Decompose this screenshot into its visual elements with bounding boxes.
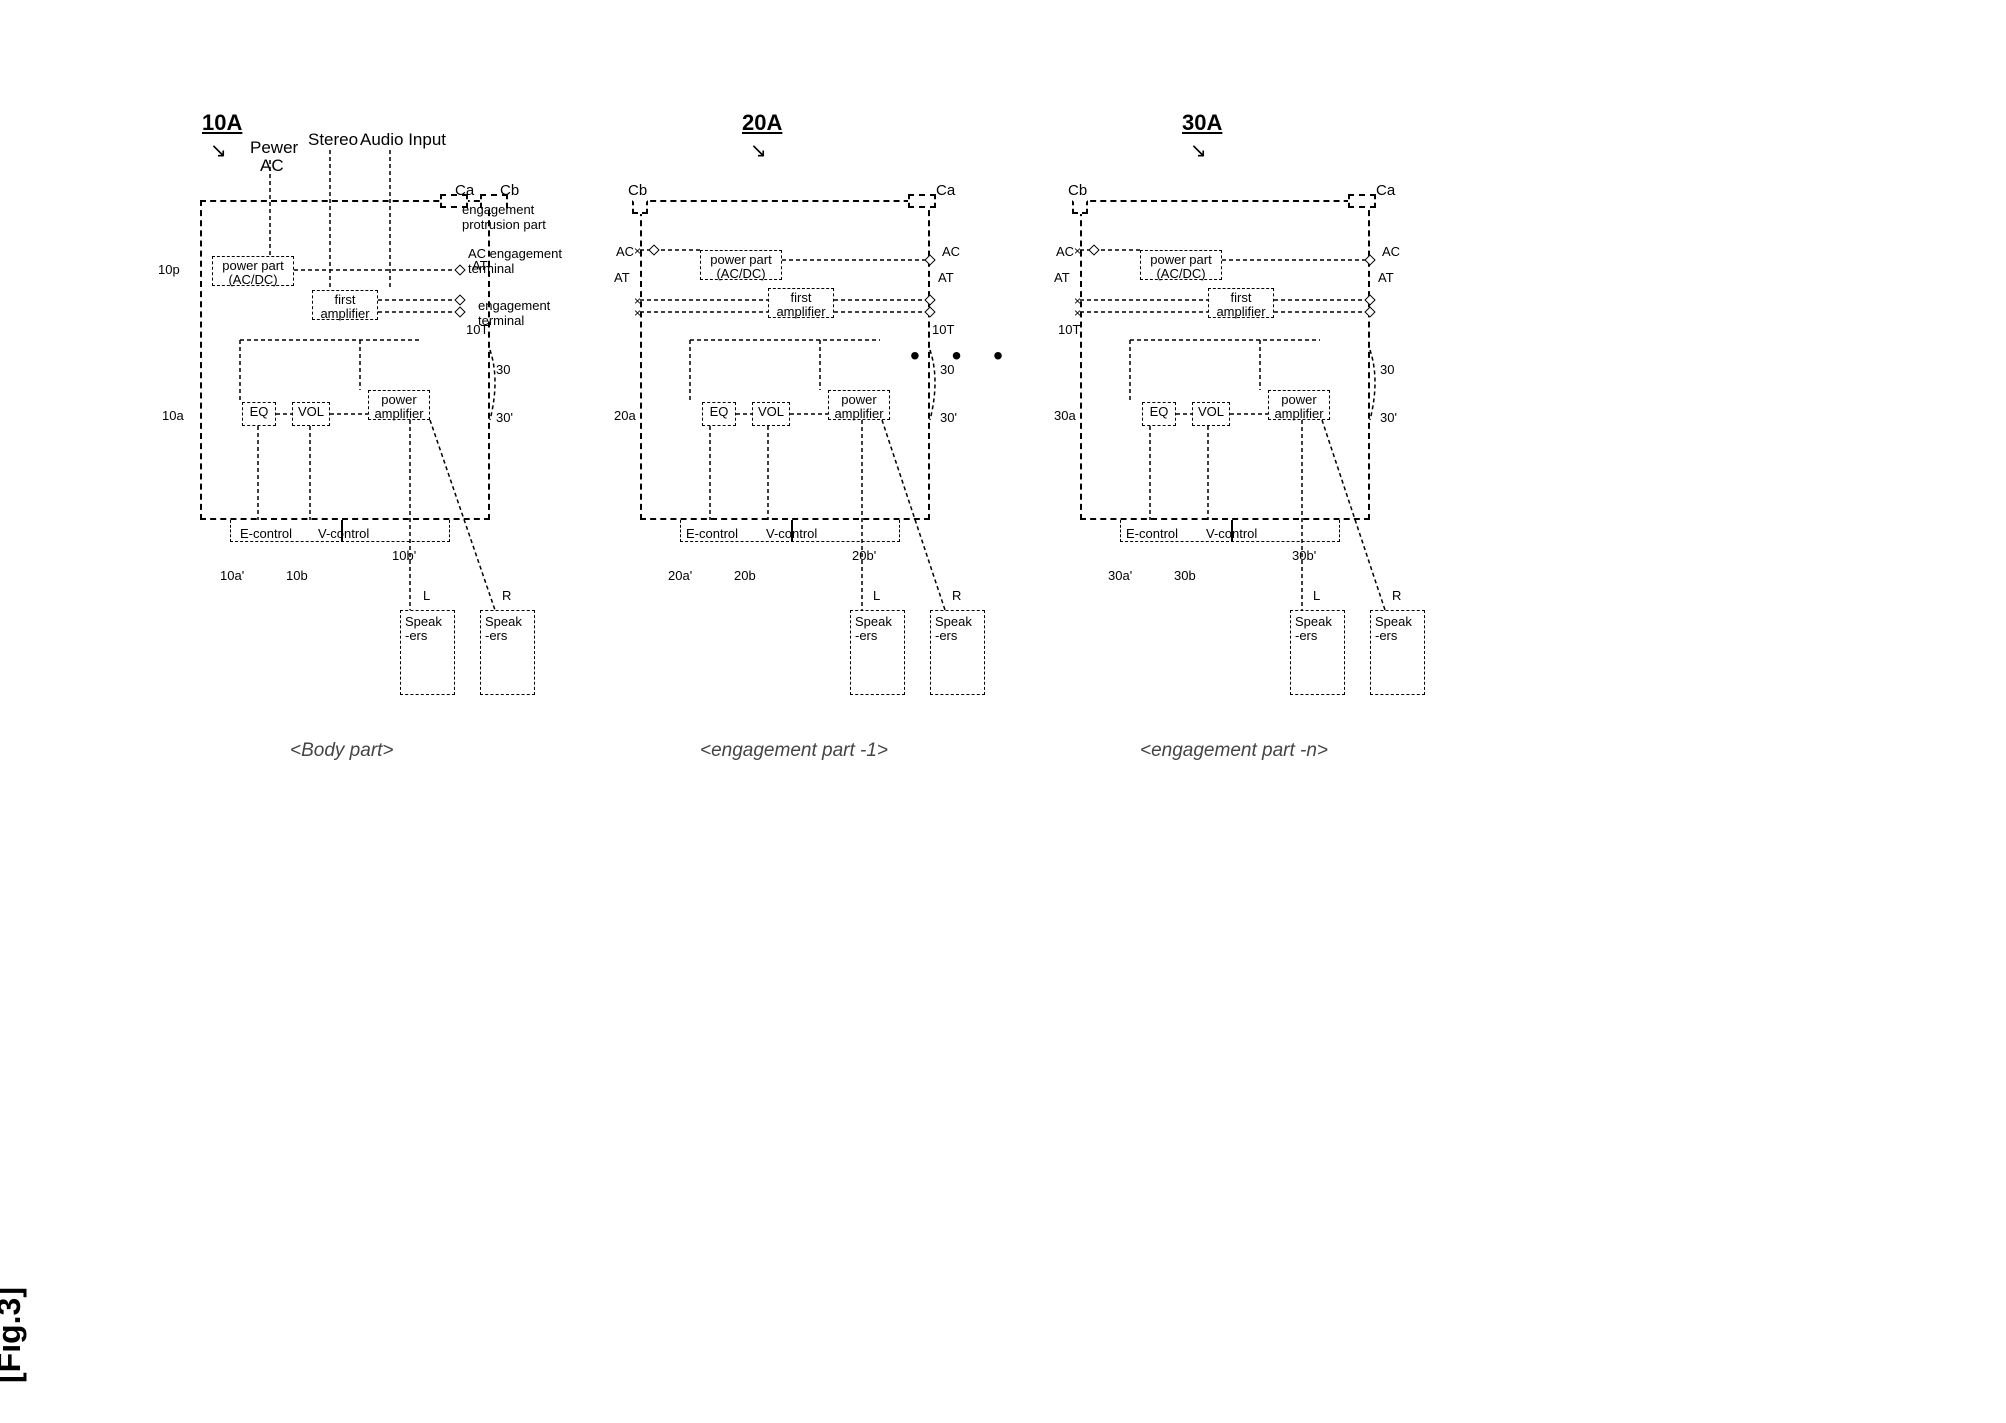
protrusion-ca [908,194,936,208]
speaker-right: Speak-ers [930,610,985,695]
module-caption: <engagement part -n> [1140,740,1328,762]
ref-label: AT [1054,270,1070,285]
speaker-right: Speak-ers [480,610,535,695]
ref-label: 30' [940,410,957,425]
ref-label: 20b [734,568,756,583]
title-arrow-icon: ↘ [210,138,227,163]
module-title: 20A [742,110,782,136]
eq-box: EQ [242,402,276,426]
ref-label: 20b' [852,548,876,563]
ref-label: L [873,588,880,603]
figure-label: [Fig.3] [0,1287,28,1383]
ref-label: 20a [614,408,636,423]
module-body: 10A ↘ Speak-ers Speak-ers [140,100,570,660]
vol-box: VOL [1192,402,1230,426]
ref-label: V-control [318,526,369,541]
notch-cb [1072,200,1088,214]
outer-dashed-box [200,200,490,520]
terminal-x-icon: × [1074,306,1081,320]
ref-label: AC [942,244,960,259]
ref-label: 10b [286,568,308,583]
speaker-left: Speak-ers [850,610,905,695]
ref-label: 10a' [220,568,244,583]
power-amplifier-box: poweramplifier [828,390,890,420]
ref-label: 20a' [668,568,692,583]
power-part-box: power part(AC/DC) [212,256,294,286]
ref-label: E-control [686,526,738,541]
ref-label: AT [1378,270,1394,285]
ref-label: 30 [940,362,954,377]
speaker-right: Speak-ers [1370,610,1425,695]
ref-label: AT [614,270,630,285]
speaker-left: Speak-ers [400,610,455,695]
speaker-left: Speak-ers [1290,610,1345,695]
ref-label: 30' [1380,410,1397,425]
vol-box: VOL [292,402,330,426]
module-caption: <engagement part -1> [700,740,888,762]
corner-c-label: Cb [628,182,647,199]
module-caption: <Body part> [290,740,394,762]
ref-label: AC [616,244,634,259]
ref-label: 30b [1174,568,1196,583]
ref-label: E-control [1126,526,1178,541]
title-arrow-icon: ↘ [750,138,767,163]
corner-c-label: Ca [455,182,474,199]
ref-label: 10a [162,408,184,423]
corner-c-label: Cb [500,182,519,199]
module-engagement-n: 30A ↘ × × × Speak-ers Speak-ers <engagem… [1020,100,1450,660]
terminal-x-icon: × [1074,244,1081,258]
vol-box: VOL [752,402,790,426]
power-amplifier-box: poweramplifier [1268,390,1330,420]
ref-label: 30' [496,410,513,425]
corner-c-label: Ca [1376,182,1395,199]
title-arrow-icon: ↘ [1190,138,1207,163]
ref-label: R [1392,588,1401,603]
module-title: 10A [202,110,242,136]
annotation-label: engagementterminal [478,298,550,328]
top-input-label: Pewer [250,138,298,158]
notch-cb [632,200,648,214]
terminal-x-icon: × [634,244,641,258]
annotation-label: engagementprotrusion part [462,202,546,232]
annotation-label: AC engagementterminal [468,246,562,276]
eq-box: EQ [702,402,736,426]
ref-label: AC [1382,244,1400,259]
ref-label: 30a' [1108,568,1132,583]
first-amplifier-box: firstamplifier [768,288,834,318]
ref-label: 30 [1380,362,1394,377]
module-title: 30A [1182,110,1222,136]
ref-label: 10p [158,262,180,277]
corner-c-label: Ca [936,182,955,199]
power-part-box: power part(AC/DC) [1140,250,1222,280]
first-amplifier-box: firstamplifier [312,290,378,320]
ref-label: 30a [1054,408,1076,423]
top-input-label: Stereo [308,130,358,150]
ref-label: AC [1056,244,1074,259]
top-input-label: AC [260,156,284,176]
ref-label: L [1313,588,1320,603]
first-amplifier-box: firstamplifier [1208,288,1274,318]
outer-dashed-box [640,200,930,520]
power-part-box: power part(AC/DC) [700,250,782,280]
ref-label: 30 [496,362,510,377]
ref-label: R [502,588,511,603]
outer-dashed-box [1080,200,1370,520]
ref-label: 10b' [392,548,416,563]
ref-label: E-control [240,526,292,541]
power-amplifier-box: poweramplifier [368,390,430,420]
corner-c-label: Cb [1068,182,1087,199]
module-engagement-1: 20A ↘ × × × Speak-ers Speak-ers <engag [580,100,1010,660]
terminal-x-icon: × [634,306,641,320]
ref-label: V-control [766,526,817,541]
protrusion-ca [1348,194,1376,208]
ref-label: AT [938,270,954,285]
ref-label: 30b' [1292,548,1316,563]
top-input-label: Audio Input [360,130,446,150]
ref-label: R [952,588,961,603]
ref-label: 10T [932,322,954,337]
eq-box: EQ [1142,402,1176,426]
ref-label: L [423,588,430,603]
ref-label: V-control [1206,526,1257,541]
ref-label: 10T [1058,322,1080,337]
